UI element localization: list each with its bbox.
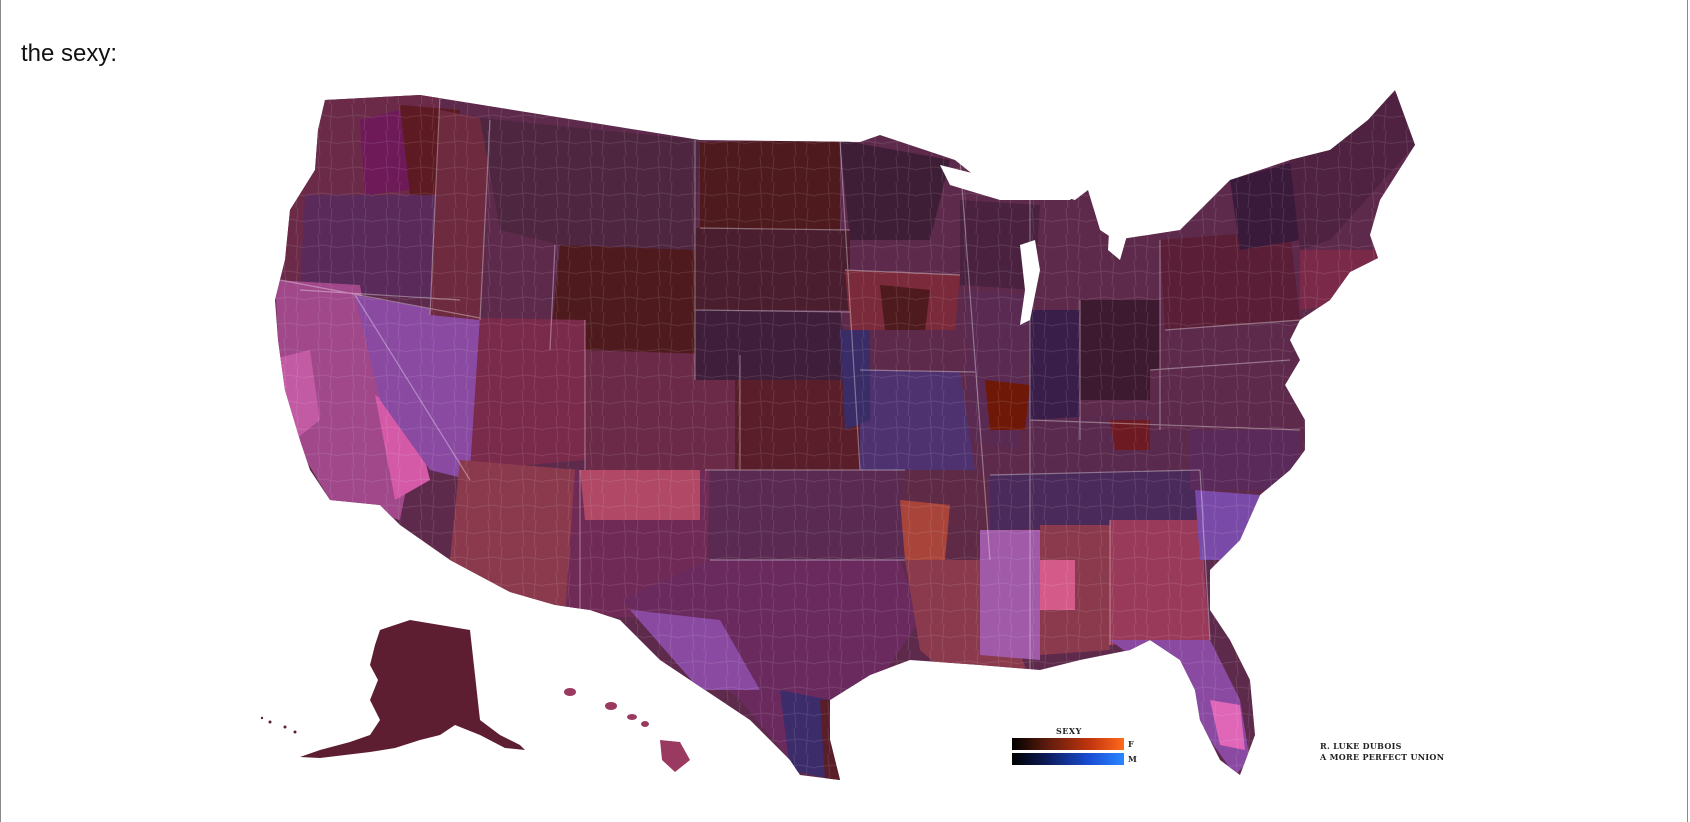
lake-michigan [1020, 240, 1040, 325]
map-legend: SEXY F M [1010, 726, 1150, 766]
lake-huron [1108, 215, 1130, 260]
legend-male-label: M [1128, 754, 1137, 764]
region-alaska [300, 620, 525, 758]
legend-male-gradient-bar [1012, 753, 1124, 765]
lake-superior [940, 165, 1080, 200]
legend-female-label: F [1128, 739, 1134, 749]
aleutian-islands [260, 716, 297, 734]
credit-project: A MORE PERFECT UNION [1320, 752, 1445, 762]
legend-title: SEXY [1056, 726, 1082, 736]
page-heading: the sexy: [21, 40, 118, 67]
state-borders [279, 94, 1301, 680]
credit-author: R. LUKE DUBOIS [1320, 741, 1402, 751]
region-hawaii [564, 688, 690, 772]
map-credit: R. LUKE DUBOIS A MORE PERFECT UNION [1320, 741, 1444, 763]
legend-female-gradient-bar [1012, 738, 1124, 750]
